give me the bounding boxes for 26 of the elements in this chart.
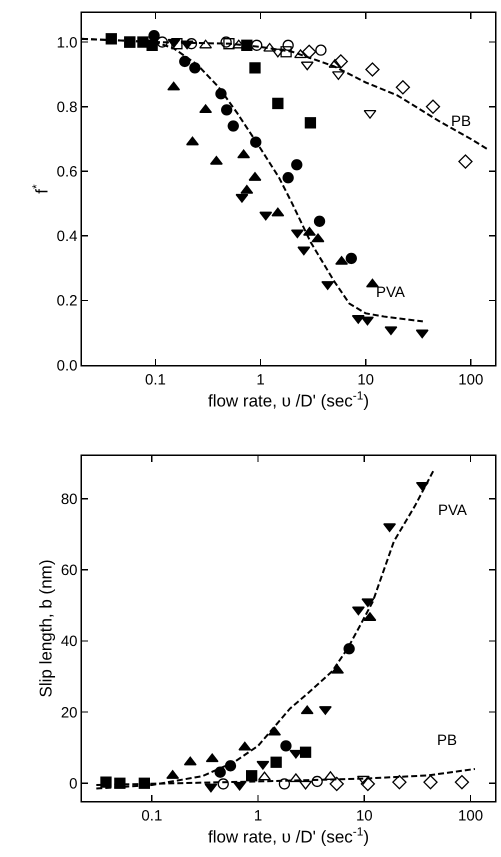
x-tick-label: 0.1: [145, 372, 166, 388]
series-label: PVA: [438, 502, 467, 519]
y-tick-label: 0: [69, 775, 78, 792]
y-axis-title: Slip length, b (nm): [36, 560, 56, 698]
y-tick-label: 1.0: [56, 34, 78, 52]
y-tick-label: 20: [60, 704, 78, 722]
y-tick-label: 0.6: [56, 163, 78, 180]
x-tick-label: 100: [458, 372, 484, 388]
series-label: PVA: [376, 284, 405, 301]
x-axis-title: flow rate, υ /D' (sec$^{-1}$): [208, 824, 370, 847]
x-tick-label: 1: [254, 808, 262, 824]
x-axis-title: flow rate, υ /D' (sec$^{-1}$): [208, 388, 370, 411]
x-tick-label: 1: [256, 372, 265, 388]
series-label: PB: [437, 732, 458, 749]
x-tick-label: 0.1: [141, 808, 162, 824]
y-tick-label: 80: [60, 490, 78, 508]
x-tick-label: 100: [458, 808, 484, 824]
x-tick-label: 10: [357, 372, 374, 388]
y-tick-label: 0.8: [56, 98, 78, 116]
y-tick-label: 60: [60, 562, 78, 580]
y-tick-label: 0.2: [56, 292, 78, 310]
x-tick-label: 10: [356, 808, 373, 824]
series-label: PB: [451, 113, 472, 130]
y-tick-label: 0.0: [56, 357, 78, 374]
y-tick-label: 40: [60, 633, 78, 650]
y-tick-label: 0.4: [56, 228, 78, 246]
